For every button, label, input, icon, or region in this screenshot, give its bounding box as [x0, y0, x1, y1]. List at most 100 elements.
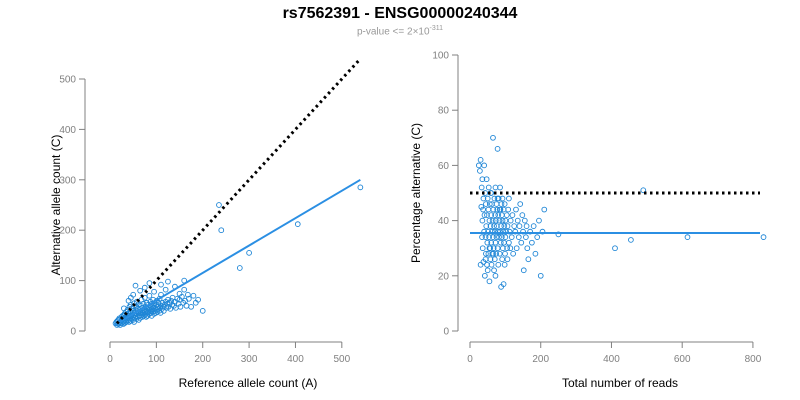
- x-tick-label: 800: [745, 354, 762, 365]
- data-point: [183, 302, 190, 309]
- data-point: [491, 267, 497, 274]
- data-point: [146, 292, 153, 299]
- data-point: [524, 245, 531, 252]
- data-point: [492, 212, 498, 218]
- data-point: [500, 228, 507, 235]
- data-point: [513, 206, 519, 213]
- data-point: [521, 217, 528, 224]
- y-tick-label: 60: [438, 161, 450, 172]
- x-tick-label: 0: [107, 354, 113, 365]
- data-point: [513, 245, 520, 252]
- data-point: [480, 206, 486, 213]
- data-point: [490, 245, 497, 252]
- data-point: [529, 239, 535, 246]
- data-point: [176, 290, 183, 297]
- data-point: [500, 245, 506, 252]
- data-point: [505, 206, 512, 213]
- data-point: [488, 212, 495, 218]
- data-point: [190, 292, 197, 299]
- data-point: [486, 278, 493, 285]
- data-point: [483, 201, 489, 207]
- data-point: [160, 307, 167, 314]
- data-point: [504, 223, 511, 229]
- reference-dotted-line: [115, 57, 362, 325]
- data-point: [134, 298, 140, 305]
- data-point: [185, 295, 192, 302]
- data-point: [483, 223, 490, 229]
- data-point: [479, 176, 486, 183]
- x-tick-label: 100: [148, 354, 165, 365]
- data-point: [541, 206, 548, 213]
- data-point: [481, 162, 487, 169]
- x-tick-label: 400: [287, 354, 304, 365]
- data-point: [555, 231, 562, 238]
- data-point: [484, 239, 491, 246]
- plot-panel-2: 0 200 400 600 800 0 20 40 60 80 100 Total number of…: [409, 51, 767, 390]
- data-point: [132, 282, 139, 289]
- data-point: [484, 212, 490, 218]
- data-point: [188, 303, 194, 310]
- data-point: [477, 261, 484, 268]
- data-point: [496, 250, 503, 257]
- data-point: [506, 239, 512, 246]
- data-point: [487, 223, 494, 229]
- y-tick-label: 100: [432, 51, 449, 62]
- p-value-exponent: -311: [429, 25, 444, 32]
- data-point: [121, 305, 127, 312]
- data-point: [486, 201, 493, 207]
- chart-title: rs7562391 - ENSG00000240344: [282, 5, 518, 22]
- data-point: [490, 206, 497, 213]
- data-point: [501, 261, 508, 268]
- y-tick-label: 80: [438, 106, 450, 117]
- data-point: [504, 245, 510, 252]
- data-point: [612, 245, 618, 252]
- data-point: [490, 250, 497, 257]
- data-point: [490, 134, 496, 141]
- data-point: [488, 261, 495, 268]
- data-point: [489, 228, 495, 235]
- data-point: [218, 227, 225, 234]
- x-axis-label: Total number of reads: [562, 376, 678, 390]
- data-point: [493, 250, 500, 257]
- data-point: [480, 195, 487, 202]
- data-point: [485, 184, 492, 191]
- x-tick-label: 500: [333, 354, 350, 365]
- data-point: [477, 168, 483, 174]
- data-point: [493, 234, 500, 241]
- y-tick-label: 200: [59, 226, 76, 237]
- data-point: [518, 239, 525, 246]
- data-point: [479, 245, 486, 252]
- data-point: [479, 217, 486, 224]
- plot-panel-1: 0 100 200 300 400 500 0 100 200 300 400 500 Referenc…: [49, 57, 364, 390]
- y-tick-label: 500: [59, 75, 76, 86]
- x-axis-label: Reference allele count (A): [179, 376, 318, 390]
- data-point: [137, 287, 143, 294]
- data-point: [490, 234, 496, 241]
- data-point: [484, 267, 491, 274]
- data-point: [496, 217, 503, 224]
- x-tick-label: 200: [194, 354, 211, 365]
- data-point: [492, 217, 499, 224]
- data-point: [485, 206, 492, 213]
- data-point: [181, 286, 188, 293]
- y-tick-label: 100: [59, 276, 76, 287]
- data-point: [185, 291, 191, 298]
- data-point: [492, 239, 499, 246]
- data-point: [158, 281, 164, 288]
- data-point: [475, 162, 482, 169]
- data-point: [504, 256, 511, 263]
- data-point: [491, 223, 497, 229]
- data-point: [483, 250, 489, 257]
- data-point: [498, 234, 505, 241]
- data-point: [143, 314, 150, 320]
- data-point: [486, 217, 493, 224]
- data-point: [477, 157, 484, 163]
- regression-line: [114, 178, 361, 326]
- data-point: [500, 281, 507, 287]
- data-point: [684, 234, 691, 241]
- data-point: [484, 195, 491, 202]
- data-point: [492, 272, 499, 279]
- y-tick-label: 300: [59, 175, 76, 186]
- data-point: [499, 195, 506, 202]
